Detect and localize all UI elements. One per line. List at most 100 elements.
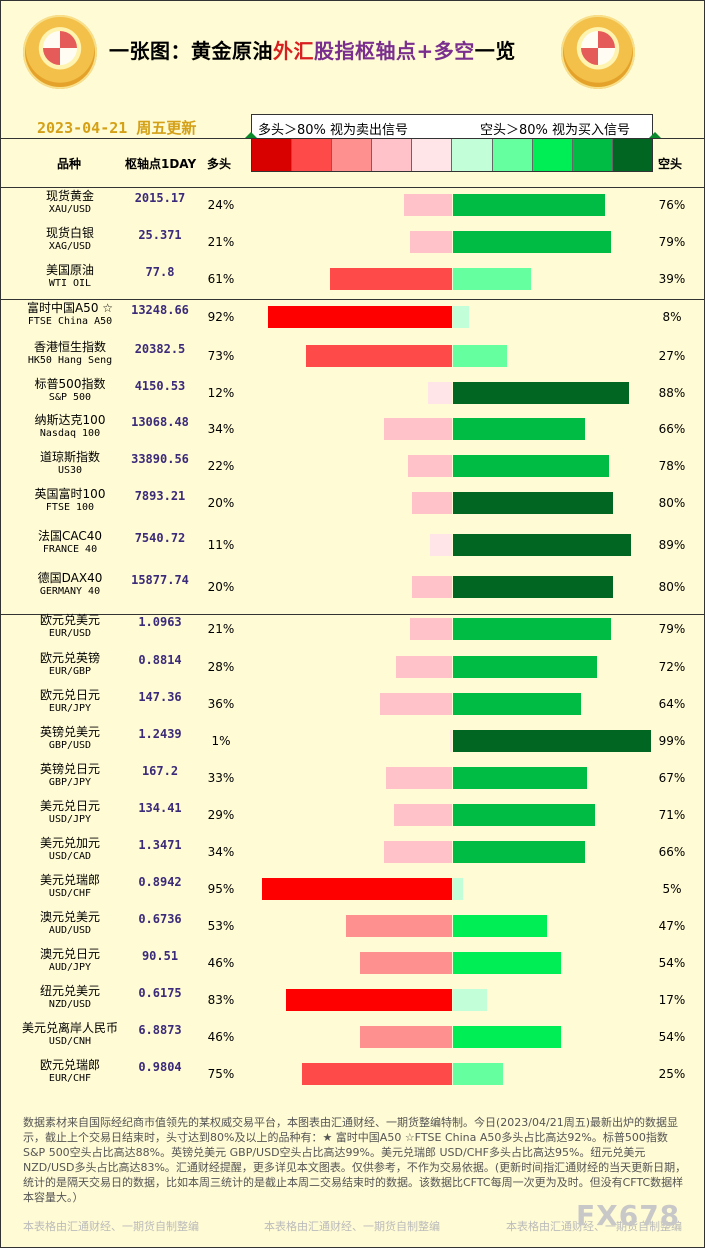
short-percent: 89% xyxy=(658,538,686,552)
instrument-cn: 香港恒生指数 xyxy=(33,340,106,354)
short-bar xyxy=(453,730,651,752)
instrument-code: AUD/JPY xyxy=(48,962,92,973)
instrument-name: 现货白银 XAG/USD xyxy=(15,226,125,254)
instrument-name: 法国CAC40 FRANCE 40 xyxy=(15,529,125,557)
signal-long-text: 多头＞80% 视为卖出信号 xyxy=(258,123,409,138)
pivot-value: 1.0963 xyxy=(138,615,182,629)
short-percent: 47% xyxy=(658,919,686,933)
instrument-name: 纽元兑美元 NZD/USD xyxy=(15,984,125,1012)
pivot-value: 2015.17 xyxy=(134,191,186,205)
instrument-cn: 富时中国A50 ☆ xyxy=(26,301,114,315)
pivot-value: 0.9804 xyxy=(138,1060,182,1074)
table-row: 美元兑日元 USD/JPY 134.41 29% 71% xyxy=(1,797,704,833)
instrument-name: 欧元兑日元 EUR/JPY xyxy=(15,688,125,716)
signal-legend: 多头＞80% 视为卖出信号 空头＞80% 视为买入信号 xyxy=(251,114,653,139)
short-percent: 66% xyxy=(658,845,686,859)
logo-right xyxy=(561,15,635,89)
long-bar xyxy=(380,693,452,715)
short-percent: 71% xyxy=(658,808,686,822)
instrument-code: EUR/GBP xyxy=(48,666,92,677)
instrument-code: WTI OIL xyxy=(48,278,92,289)
short-percent: 72% xyxy=(658,660,686,674)
table-row: 欧元兑日元 EUR/JPY 147.36 36% 64% xyxy=(1,686,704,722)
instrument-cn: 道琼斯指数 xyxy=(39,450,100,464)
long-bar xyxy=(412,492,452,514)
pivot-value: 13068.48 xyxy=(131,415,189,429)
instrument-name: 澳元兑日元 AUD/JPY xyxy=(15,947,125,975)
instrument-code: AUD/USD xyxy=(48,925,92,936)
instrument-name: 标普500指数 S&P 500 xyxy=(15,377,125,405)
short-bar xyxy=(453,915,547,937)
instrument-code: FTSE China A50 xyxy=(27,316,113,327)
instrument-code: XAG/USD xyxy=(48,241,92,252)
short-bar xyxy=(453,306,469,328)
short-percent: 39% xyxy=(658,272,686,286)
footer-watermark: 本表格由汇通财经、一期货自制整编 xyxy=(264,1220,440,1233)
footer-note: 数据素材来自国际经纪商市值领先的某权威交易平台，本图表由汇通财经、一期货整编特制… xyxy=(23,1116,687,1204)
instrument-code: Nasdaq 100 xyxy=(39,428,101,439)
pivot-value: 33890.56 xyxy=(131,452,189,466)
title-part-2: 外汇 xyxy=(273,39,314,63)
instrument-code: NZD/USD xyxy=(48,999,92,1010)
instrument-name: 欧元兑美元 EUR/USD xyxy=(15,613,125,641)
table-row: 英镑兑日元 GBP/JPY 167.2 33% 67% xyxy=(1,760,704,796)
instrument-code: USD/JPY xyxy=(48,814,92,825)
instrument-cn: 英镑兑日元 xyxy=(39,762,100,776)
long-bar xyxy=(360,952,452,974)
long-bar xyxy=(384,418,452,440)
long-percent: 21% xyxy=(207,622,235,636)
brand-watermark: FX678 xyxy=(576,1199,681,1232)
table-row: 香港恒生指数 HK50 Hang Seng 20382.5 73% 27% xyxy=(1,338,704,374)
long-bar xyxy=(330,268,452,290)
long-bar xyxy=(302,1063,452,1085)
table-row: 纳斯达克100 Nasdaq 100 13068.48 34% 66% xyxy=(1,411,704,447)
header-divider xyxy=(1,187,704,188)
table-row: 英镑兑美元 GBP/USD 1.2439 1% 99% xyxy=(1,723,704,759)
table-row: 澳元兑日元 AUD/JPY 90.51 46% 54% xyxy=(1,945,704,981)
instrument-code: USD/CNH xyxy=(48,1036,92,1047)
long-percent: 33% xyxy=(207,771,235,785)
long-percent: 20% xyxy=(207,580,235,594)
pivot-value: 77.8 xyxy=(145,265,175,279)
instrument-name: 现货黄金 XAU/USD xyxy=(15,189,125,217)
long-bar xyxy=(410,618,452,640)
pivot-value: 147.36 xyxy=(138,690,182,704)
short-bar xyxy=(453,576,613,598)
title-part-3: 股指枢轴点+多空 xyxy=(314,39,475,63)
long-bar xyxy=(404,194,452,216)
color-scale xyxy=(251,138,653,172)
short-percent: 17% xyxy=(658,993,686,1007)
instrument-cn: 现货白银 xyxy=(45,226,94,240)
short-bar xyxy=(453,492,613,514)
short-bar xyxy=(453,878,463,900)
short-percent: 67% xyxy=(658,771,686,785)
short-percent: 64% xyxy=(658,697,686,711)
instrument-cn: 欧元兑英镑 xyxy=(39,651,100,665)
pivot-value: 13248.66 xyxy=(131,303,189,317)
long-percent: 46% xyxy=(207,1030,235,1044)
pivot-value: 0.6175 xyxy=(138,986,182,1000)
header-rule-right xyxy=(651,138,704,139)
instrument-cn: 澳元兑日元 xyxy=(39,947,100,961)
instrument-cn: 英镑兑美元 xyxy=(39,725,100,739)
instrument-cn: 美元兑离岸人民币 xyxy=(21,1021,118,1035)
data-rows: 现货黄金 XAU/USD 2015.17 24% 76% 现货白银 XAG/USD 25.37… xyxy=(1,1,704,1101)
short-percent: 76% xyxy=(658,198,686,212)
instrument-name: 欧元兑英镑 EUR/GBP xyxy=(15,651,125,679)
scale-cell xyxy=(292,139,333,171)
instrument-name: 富时中国A50 ☆ FTSE China A50 xyxy=(15,301,125,329)
table-row: 道琼斯指数 US30 33890.56 22% 78% xyxy=(1,448,704,484)
instrument-code: US30 xyxy=(57,465,83,476)
long-percent: 83% xyxy=(207,993,235,1007)
instrument-name: 美元兑日元 USD/JPY xyxy=(15,799,125,827)
short-percent: 54% xyxy=(658,1030,686,1044)
long-bar xyxy=(360,1026,452,1048)
logo-left xyxy=(23,15,97,89)
long-bar xyxy=(412,576,452,598)
instrument-cn: 纽元兑美元 xyxy=(39,984,100,998)
instrument-cn: 美国原油 xyxy=(45,263,94,277)
instrument-code: HK50 Hang Seng xyxy=(27,355,113,366)
long-percent: 34% xyxy=(207,845,235,859)
scale-marker-right-icon xyxy=(649,132,661,138)
